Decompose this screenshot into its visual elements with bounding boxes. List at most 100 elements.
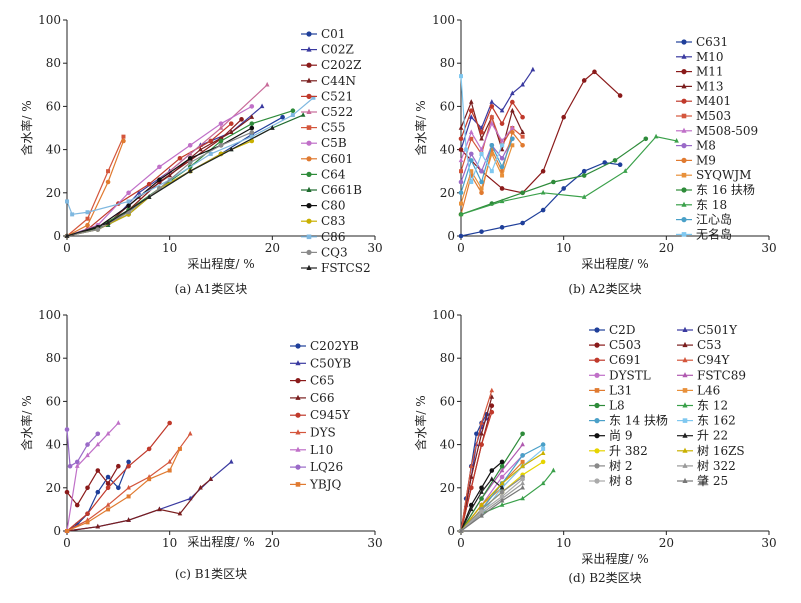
- data-point: [218, 125, 224, 130]
- data-point: [510, 99, 515, 105]
- legend: C2D C501Y C503 C53 C691 C94Y DYSTL FSTC89 L31 L46…: [589, 323, 746, 488]
- data-point: [489, 151, 494, 156]
- data-point: [459, 201, 463, 206]
- y-tick-label: 20: [46, 186, 61, 200]
- data-point: [106, 507, 111, 512]
- data-point: [489, 120, 495, 126]
- data-point: [264, 81, 270, 87]
- data-point: [499, 107, 505, 113]
- legend-label: C83: [321, 214, 345, 228]
- data-point: [520, 453, 525, 458]
- data-point: [167, 420, 172, 426]
- legend-marker: [681, 127, 687, 133]
- chart-panel-1: 0 20 40 60 80 100 0 10 20 30 采出程度/ % 含水率/ % (a) A1类区…: [19, 13, 383, 296]
- legend-marker: [682, 462, 688, 468]
- data-point: [479, 146, 484, 152]
- data-point: [458, 147, 464, 152]
- series-line: [460, 433, 524, 532]
- legend-marker: [594, 448, 600, 454]
- data-point: [459, 74, 463, 79]
- legend-label: C64: [321, 167, 346, 181]
- y-tick-label: 80: [46, 56, 61, 70]
- legend-marker: [682, 372, 688, 378]
- y-tick-label: 100: [38, 13, 61, 27]
- legend: C202YB C50YB C65 C66 C945Y DYS L10 LQ26 YBJQ: [290, 339, 359, 491]
- data-point: [643, 136, 649, 142]
- data-point: [499, 459, 505, 465]
- series-line: [460, 145, 513, 204]
- x-tick-label: 0: [457, 536, 465, 550]
- legend-label: SYQWJM: [696, 168, 751, 182]
- legend-label: CQ3: [321, 245, 348, 259]
- legend-label: M11: [696, 65, 724, 79]
- data-point: [280, 114, 285, 120]
- legend-label: 东 12: [697, 399, 728, 413]
- data-point: [581, 194, 587, 199]
- data-point: [70, 212, 75, 217]
- legend-label: LQ26: [310, 460, 343, 474]
- data-point: [479, 502, 484, 507]
- data-point: [116, 485, 121, 491]
- data-point: [479, 229, 484, 234]
- data-point: [520, 476, 525, 482]
- data-point: [540, 459, 546, 465]
- data-point: [259, 103, 265, 109]
- legend: C631M10M11M13M401M503M508-509M8M9SYQWJM东…: [676, 35, 758, 241]
- series-line: [66, 140, 125, 237]
- data-point: [95, 441, 101, 447]
- series-line: [66, 84, 268, 237]
- data-point: [311, 95, 316, 100]
- legend-label: C55: [321, 121, 345, 135]
- data-point: [228, 146, 234, 152]
- data-point: [581, 168, 587, 174]
- legend-label: C661B: [321, 183, 362, 197]
- data-point: [228, 458, 234, 464]
- data-point: [126, 199, 131, 204]
- panel-caption: (b) A2类区块: [568, 282, 641, 296]
- data-point: [106, 169, 111, 174]
- data-point: [489, 403, 495, 409]
- chart-panel-3: 0 20 40 60 80 100 0 10 20 30 采出程度/ % 含水率/ % (c) B1类区…: [19, 308, 383, 581]
- data-point: [105, 179, 111, 185]
- y-tick-label: 100: [38, 308, 61, 322]
- legend-marker: [594, 418, 600, 424]
- data-point: [187, 142, 193, 148]
- data-point: [208, 151, 213, 156]
- data-point: [499, 146, 505, 152]
- legend-marker: [681, 69, 687, 75]
- legend-label: C80: [321, 199, 345, 213]
- series-line: [460, 390, 493, 532]
- legend-label: C66: [310, 391, 334, 405]
- data-point: [540, 189, 546, 195]
- data-point: [468, 114, 474, 119]
- legend-marker: [295, 464, 301, 470]
- legend-label: C2D: [609, 323, 635, 337]
- legend-marker: [306, 31, 312, 37]
- data-point: [74, 459, 80, 465]
- legend-marker: [681, 113, 687, 119]
- x-tick-label: 30: [761, 241, 776, 255]
- x-tick-label: 10: [162, 241, 177, 255]
- data-point: [208, 476, 214, 481]
- data-point: [105, 481, 111, 486]
- x-tick-label: 30: [367, 241, 382, 255]
- data-point: [499, 225, 505, 230]
- data-point: [187, 168, 193, 173]
- data-point: [105, 485, 111, 491]
- data-point: [177, 446, 182, 451]
- legend-marker: [682, 326, 688, 332]
- legend-marker: [682, 402, 688, 408]
- y-tick-label: 100: [432, 308, 455, 322]
- legend-label: M503: [696, 109, 731, 123]
- legend-label: 无名岛: [696, 226, 732, 241]
- data-point: [65, 199, 69, 204]
- legend-marker: [682, 447, 688, 453]
- data-point: [520, 495, 525, 501]
- data-point: [468, 506, 474, 512]
- data-point: [469, 169, 474, 174]
- data-point: [187, 151, 193, 156]
- legend-label: C5B: [321, 136, 347, 150]
- series-line: [460, 476, 523, 532]
- legend-label: M10: [696, 50, 724, 64]
- data-point: [468, 474, 474, 479]
